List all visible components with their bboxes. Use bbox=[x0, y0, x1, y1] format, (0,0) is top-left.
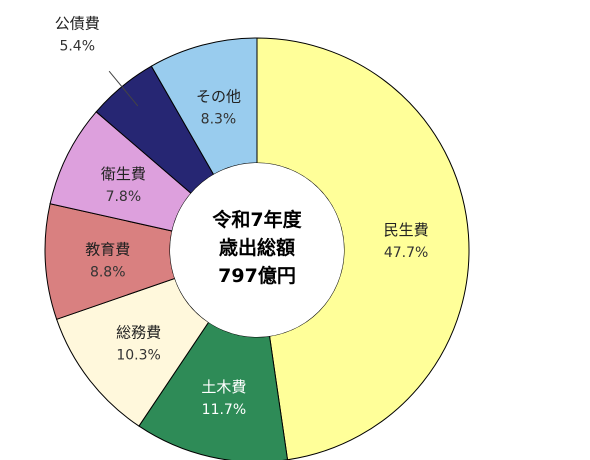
center-line-1: 令和7年度 bbox=[212, 208, 302, 231]
slice-value-4: 7.8% bbox=[106, 189, 142, 205]
center-line-2: 歳出総額 bbox=[219, 236, 295, 259]
slice-value-5: 5.4% bbox=[59, 39, 95, 55]
slice-label-5: 公債費 bbox=[55, 15, 100, 33]
slice-value-2: 10.3% bbox=[116, 347, 160, 363]
slices-group bbox=[44, 37, 470, 460]
slice-value-3: 8.8% bbox=[90, 264, 126, 280]
center-hole bbox=[170, 163, 344, 337]
slice-label-2: 総務費 bbox=[116, 323, 161, 341]
slice-label-1: 土木費 bbox=[201, 378, 246, 396]
slice-label-6: その他 bbox=[196, 88, 241, 106]
slice-label-4: 衛生費 bbox=[101, 165, 146, 183]
leader-line-5 bbox=[108, 70, 139, 107]
slice-value-0: 47.7% bbox=[384, 245, 428, 261]
slice-value-1: 11.7% bbox=[202, 402, 246, 418]
center-line-3: 797億円 bbox=[218, 264, 296, 287]
slice-label-0: 民生費 bbox=[384, 221, 429, 239]
slice-value-6: 8.3% bbox=[201, 112, 237, 128]
slice-label-3: 教育費 bbox=[85, 240, 130, 258]
labels-group: 民生費 47.7% 土木費 11.7% 総務費 10.3% 教育費 8.8% 衛生費 7.8% 公債… bbox=[55, 15, 429, 418]
